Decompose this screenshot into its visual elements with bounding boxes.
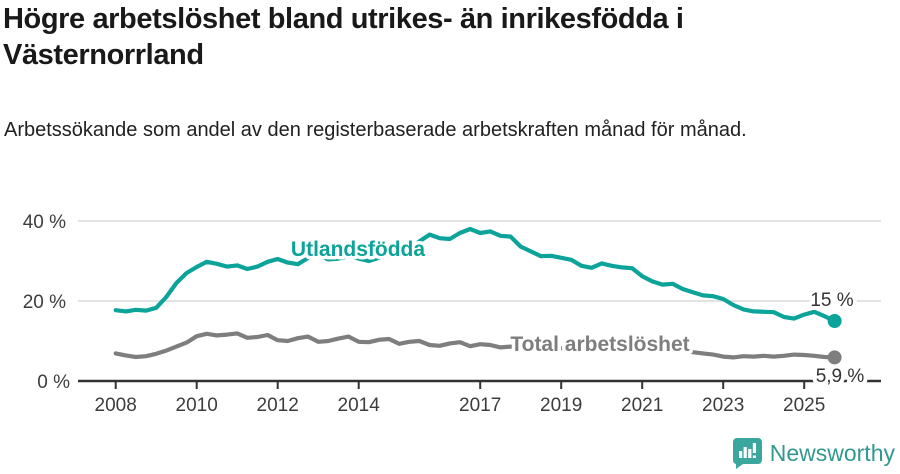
x-tick-label: 2008 bbox=[95, 395, 137, 416]
x-tick-label: 2010 bbox=[176, 395, 218, 416]
bar-chart-glyph bbox=[738, 443, 756, 458]
line-chart: 2008 2010 2012 2014 2017 2019 2021 2023 2025 40 … bbox=[23, 212, 881, 416]
newsworthy-icon bbox=[732, 438, 762, 469]
x-axis-ticks: 2008 2010 2012 2014 2017 2019 2021 2023 2025 bbox=[95, 381, 825, 416]
x-tick-label: 2017 bbox=[459, 395, 501, 416]
brand-logo: Newsworthy bbox=[732, 437, 895, 469]
x-tick-label: 2012 bbox=[257, 395, 299, 416]
chart-title: Högre arbetslöshet bland utrikes- än inr… bbox=[3, 3, 684, 71]
gridlines bbox=[78, 220, 881, 302]
end-label-utlandsfodda: 15 % bbox=[810, 290, 853, 311]
brand-name: Newsworthy bbox=[769, 439, 895, 466]
end-dot-utlandsfodda bbox=[827, 314, 842, 328]
x-tick-label: 2021 bbox=[621, 395, 663, 416]
series-label-utlandsfodda: Utlandsfödda bbox=[291, 238, 425, 261]
series-label-total: Total arbetslöshet bbox=[510, 333, 689, 356]
x-tick-label: 2019 bbox=[540, 395, 582, 416]
y-label-20: 20 % bbox=[23, 292, 66, 313]
y-label-0: 0 % bbox=[37, 372, 70, 393]
x-tick-label: 2025 bbox=[783, 395, 825, 416]
y-axis-labels: 40 % 20 % 0 % bbox=[23, 212, 70, 393]
x-tick-label: 2023 bbox=[702, 395, 744, 416]
chart-subtitle: Arbetssökande som andel av den registerb… bbox=[4, 119, 747, 141]
y-label-40: 40 % bbox=[23, 212, 66, 233]
x-tick-label: 2014 bbox=[338, 395, 381, 416]
series-line-total bbox=[113, 331, 837, 360]
end-label-total: 5,9 % bbox=[816, 366, 865, 387]
end-dot-total bbox=[827, 350, 842, 365]
series-line-utlandsfodda bbox=[113, 226, 837, 324]
